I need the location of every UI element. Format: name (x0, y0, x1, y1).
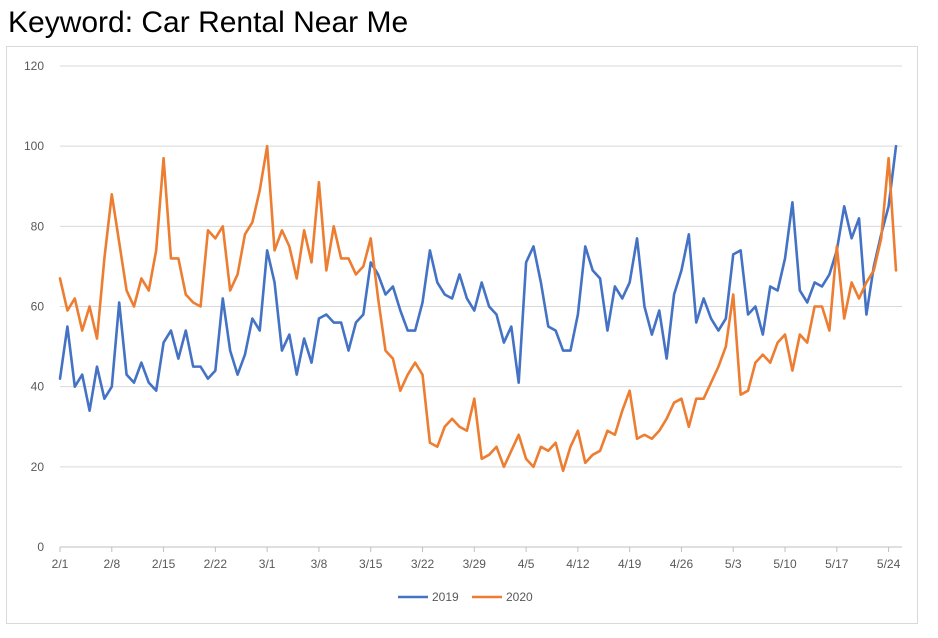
series-lines (58, 144, 898, 473)
chart-area (6, 46, 918, 624)
legend-label-2019: 2019 (432, 590, 459, 604)
x-tick-label: 4/12 (566, 557, 590, 571)
y-tick-label: 120 (24, 59, 44, 73)
series-line-2019 (58, 144, 898, 413)
gridlines (60, 65, 902, 548)
x-tick-label: 4/19 (618, 557, 642, 571)
legend: 2019 2020 (398, 590, 533, 604)
x-tick-label: 3/1 (259, 557, 276, 571)
x-tick-label: 2/1 (52, 557, 69, 571)
x-tick-label: 5/24 (877, 557, 901, 571)
y-axis-ticks: 0 20 40 60 80 100 120 (24, 59, 44, 554)
x-tick-label: 2/22 (204, 557, 228, 571)
x-tick-label: 3/22 (411, 557, 435, 571)
x-tick-label: 5/17 (825, 557, 849, 571)
x-tick-label: 2/8 (103, 557, 120, 571)
y-tick-label: 0 (37, 540, 44, 554)
x-tick-label: 5/10 (773, 557, 797, 571)
y-tick-label: 20 (31, 460, 45, 474)
x-tick-label: 3/29 (463, 557, 487, 571)
x-tick-label: 5/3 (725, 557, 742, 571)
y-tick-label: 100 (24, 139, 44, 153)
series-line-2020 (58, 144, 898, 473)
x-tick-label: 4/26 (670, 557, 694, 571)
chart-title: Keyword: Car Rental Near Me (8, 6, 409, 39)
x-axis: 2/1 2/8 2/15 2/22 3/1 3/8 3/15 3/22 3/29 4/5 4/12 4… (52, 547, 901, 571)
y-tick-label: 60 (31, 300, 45, 314)
x-tick-label: 3/8 (311, 557, 328, 571)
y-tick-label: 80 (31, 219, 45, 233)
x-tick-label: 3/15 (359, 557, 383, 571)
x-tick-label: 2/15 (152, 557, 176, 571)
legend-label-2020: 2020 (506, 590, 533, 604)
y-tick-label: 40 (31, 380, 45, 394)
x-tick-label: 4/5 (518, 557, 535, 571)
